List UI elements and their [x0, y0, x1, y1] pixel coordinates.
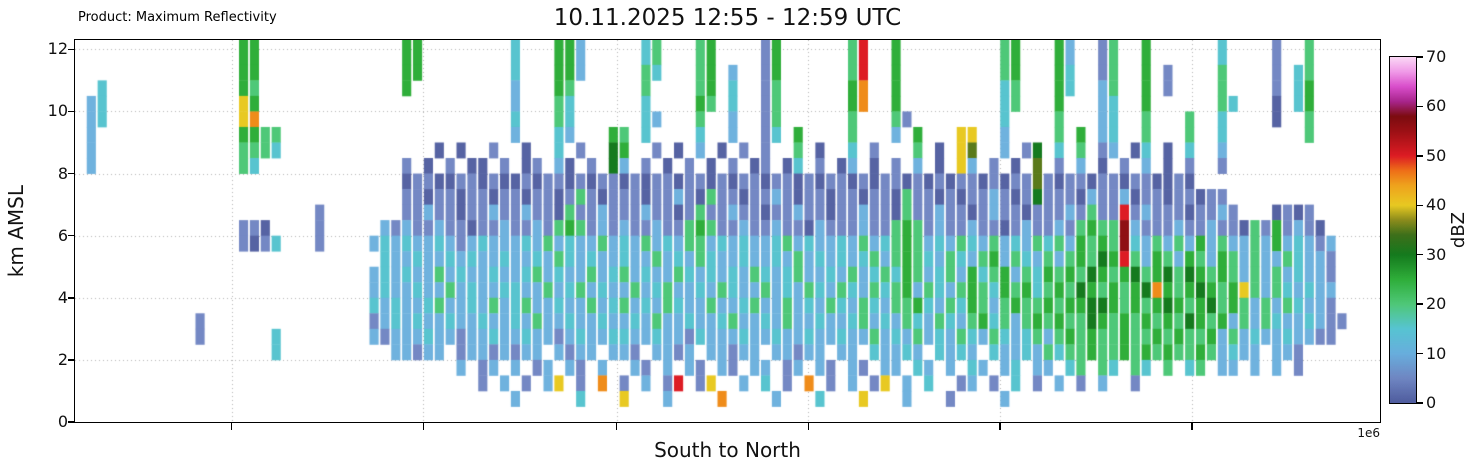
- colorbar-tick-mark: [1417, 204, 1423, 207]
- colorbar-tick-mark: [1417, 253, 1423, 256]
- colorbar-tick-mark: [1417, 352, 1423, 355]
- colorbar-title-text: dBZ: [1448, 211, 1469, 249]
- x-tick-mark: [1191, 423, 1193, 430]
- y-tick-label: 6: [57, 225, 68, 245]
- colorbar-tick-label: 0: [1426, 393, 1437, 412]
- y-tick-label: 8: [57, 163, 68, 183]
- y-tick-mark: [68, 421, 75, 423]
- colorbar-tick-label: 20: [1426, 294, 1447, 314]
- x-axis-title: South to North: [654, 438, 801, 462]
- y-tick-label: 0: [57, 412, 68, 431]
- colorbar-tick-label: 30: [1426, 244, 1447, 264]
- x-tick-mark: [999, 423, 1001, 430]
- chart-title: 10.11.2025 12:55 - 12:59 UTC: [553, 5, 902, 31]
- colorbar-tick-mark: [1417, 105, 1423, 108]
- colorbar-tick-label: 60: [1426, 96, 1447, 116]
- colorbar-gradient: [1390, 57, 1416, 403]
- colorbar-tick-mark: [1417, 155, 1423, 157]
- x-tick-mark: [807, 423, 810, 430]
- x-tick-mark: [615, 423, 618, 430]
- colorbar-tick-label: 40: [1426, 195, 1447, 215]
- colorbar: [1389, 56, 1417, 404]
- y-tick-label: 10: [47, 101, 68, 121]
- y-tick-label: 12: [47, 39, 68, 59]
- y-axis-title-text: km AMSL: [4, 184, 28, 278]
- colorbar-title: dBZ: [1448, 57, 1469, 403]
- plot-area: [74, 39, 1381, 423]
- colorbar-tick-mark: [1417, 56, 1423, 58]
- colorbar-tick-label: 70: [1426, 47, 1447, 66]
- x-tick-mark: [422, 423, 425, 430]
- y-tick-label: 2: [57, 349, 68, 369]
- colorbar-tick-mark: [1417, 303, 1423, 305]
- colorbar-tick-mark: [1417, 402, 1423, 404]
- product-label: Product: Maximum Reflectivity: [78, 10, 277, 25]
- x-tick-mark: [230, 423, 233, 430]
- y-tick-mark: [68, 234, 75, 237]
- colorbar-tick-label: 10: [1426, 343, 1447, 363]
- y-tick-mark: [68, 48, 75, 51]
- x-axis-offset-label: 1e6: [1357, 426, 1380, 440]
- y-tick-label: 4: [57, 287, 68, 307]
- y-tick-mark: [68, 297, 75, 299]
- y-tick-mark: [68, 359, 75, 361]
- y-axis-title: km AMSL: [4, 40, 28, 422]
- y-tick-mark: [68, 110, 75, 113]
- colorbar-tick-label: 50: [1426, 145, 1447, 165]
- reflectivity-heatmap-canvas: [75, 40, 1380, 422]
- y-tick-mark: [68, 172, 75, 175]
